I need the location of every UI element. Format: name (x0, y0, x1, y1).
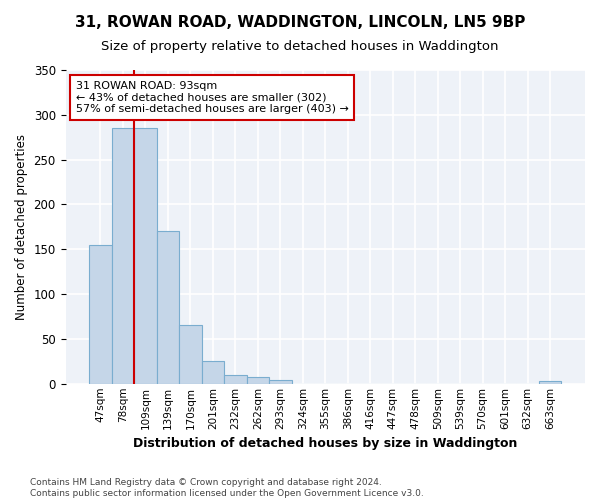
Bar (539, 381, 562, 384)
Bar (112, 128, 134, 384)
Text: Contains HM Land Registry data © Crown copyright and database right 2024.
Contai: Contains HM Land Registry data © Crown c… (30, 478, 424, 498)
Text: Size of property relative to detached houses in Waddington: Size of property relative to detached ho… (101, 40, 499, 53)
X-axis label: Distribution of detached houses by size in Waddington: Distribution of detached houses by size … (133, 437, 517, 450)
Text: 31, ROWAN ROAD, WADDINGTON, LINCOLN, LN5 9BP: 31, ROWAN ROAD, WADDINGTON, LINCOLN, LN5… (75, 15, 525, 30)
Text: 31 ROWAN ROAD: 93sqm
← 43% of detached houses are smaller (302)
57% of semi-deta: 31 ROWAN ROAD: 93sqm ← 43% of detached h… (76, 81, 349, 114)
Bar (179, 326, 202, 384)
Bar (247, 378, 269, 384)
Y-axis label: Number of detached properties: Number of detached properties (15, 134, 28, 320)
Bar (224, 375, 247, 384)
Bar (202, 362, 224, 384)
Bar (269, 380, 292, 384)
Bar (89, 245, 112, 384)
Bar (134, 128, 157, 384)
Bar (157, 232, 179, 384)
